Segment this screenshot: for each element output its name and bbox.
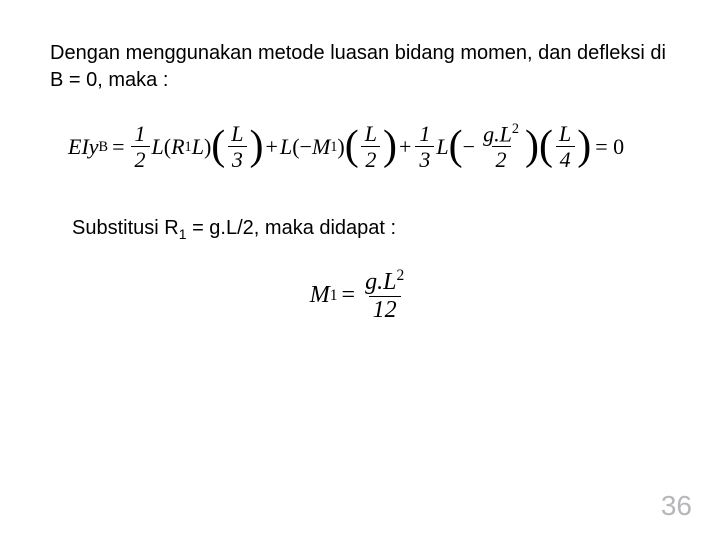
eq1-R-sub: 1 [185, 139, 192, 156]
eq1-frac-gL2: g.L2 2 [479, 122, 523, 172]
para2-post: = g.L/2, maka didapat : [187, 217, 397, 239]
eq1-frac-third: 1 3 [415, 122, 434, 171]
eq1-L-4: L [436, 134, 448, 160]
intro-paragraph: Dengan menggunakan metode luasan bidang … [50, 40, 670, 94]
eq2-M: M [310, 282, 330, 309]
eq1-M-sub: 1 [330, 139, 337, 156]
eq1-big-close-4: ) [577, 129, 591, 165]
eq1-open-paren-2: ( [292, 134, 299, 160]
eq1-frac-L2: L 2 [361, 122, 381, 171]
eq1-big-close-1: ) [250, 129, 264, 165]
eq1-M: M [312, 134, 330, 160]
eq1-big-close-2: ) [383, 129, 397, 165]
eq1-big-open-1: ( [211, 129, 225, 165]
eq2-frac: g.L2 12 [361, 268, 408, 323]
equation-2: M 1 = g.L2 12 [50, 268, 670, 323]
eq1-big-close-3: ) [525, 129, 539, 165]
eq1-big-open-2: ( [345, 129, 359, 165]
eq2-M-sub: 1 [330, 287, 338, 305]
para2-sub: 1 [179, 226, 187, 242]
eq1-minus: − [300, 134, 312, 160]
eq1-R: R [171, 134, 184, 160]
eq1-frac-L4: L 4 [555, 122, 575, 171]
eq1-L-2: L [192, 134, 204, 160]
eq1-L-1: L [152, 134, 164, 160]
equation-1: EIy B = 1 2 L ( R 1 L ) ( L 3 ) + L ( − … [68, 122, 670, 172]
eq1-equals-1: = [112, 134, 124, 160]
eq1-big-open-3: ( [449, 129, 463, 165]
para2-pre: Substitusi R [72, 217, 179, 239]
eq2-equals: = [342, 282, 356, 309]
slide: Dengan menggunakan metode luasan bidang … [0, 0, 720, 540]
eq1-L-3: L [280, 134, 292, 160]
eq1-open-paren-1: ( [164, 134, 171, 160]
eq1-frac-half-1: 1 2 [131, 122, 150, 171]
eq1-big-open-4: ( [539, 129, 553, 165]
eq1-lhs-sub-b: B [99, 139, 109, 156]
eq1-minus-2: − [463, 134, 475, 160]
eq1-frac-L3-1: L 3 [227, 122, 247, 171]
eq1-plus-1: + [266, 134, 278, 160]
eq1-lhs-eiy: EIy [68, 134, 99, 160]
page-number: 36 [661, 490, 692, 522]
eq1-equals-zero: = 0 [595, 134, 624, 160]
substitution-paragraph: Substitusi R1 = g.L/2, maka didapat : [72, 217, 670, 242]
eq1-close-paren-1: ) [204, 134, 211, 160]
eq1-plus-2: + [399, 134, 411, 160]
eq1-close-paren-2: ) [337, 134, 344, 160]
